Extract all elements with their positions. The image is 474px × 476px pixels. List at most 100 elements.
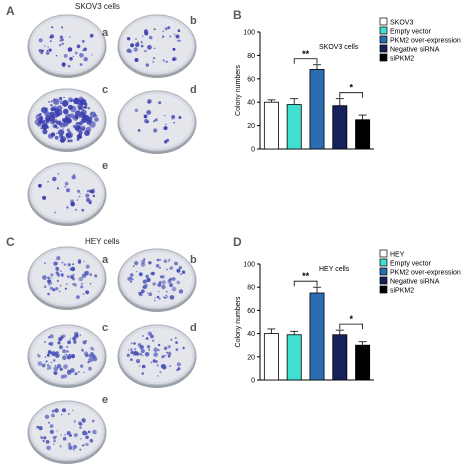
dish-agar bbox=[32, 166, 102, 220]
colony-dot bbox=[53, 439, 56, 443]
colony-dot bbox=[145, 337, 148, 340]
colony-dot bbox=[132, 354, 135, 356]
colony-dot bbox=[47, 292, 50, 296]
colony-dot bbox=[54, 108, 60, 114]
plate-label-hey-a: a bbox=[102, 254, 109, 266]
colony-dot bbox=[49, 429, 54, 434]
colony-dot bbox=[47, 180, 49, 183]
colony-dot bbox=[66, 345, 69, 348]
colony-dot bbox=[157, 290, 160, 293]
legend-swatch bbox=[379, 53, 388, 62]
colony-dot bbox=[48, 48, 52, 52]
colony-dot bbox=[62, 334, 66, 338]
colony-dot bbox=[136, 352, 140, 356]
colony-dot bbox=[83, 371, 85, 374]
colony-dot bbox=[138, 365, 141, 367]
colony-dot bbox=[47, 279, 52, 284]
significance-label: ** bbox=[302, 271, 310, 281]
colony-dot bbox=[152, 57, 156, 60]
colony-dot bbox=[168, 258, 171, 261]
colony-dot bbox=[68, 353, 71, 356]
colony-dot bbox=[176, 280, 180, 285]
colony-dot bbox=[49, 36, 51, 39]
colony-dot bbox=[172, 48, 175, 51]
colony-dot bbox=[134, 58, 139, 62]
colony-dot bbox=[84, 270, 89, 275]
colony-dot bbox=[45, 51, 50, 55]
colony-dot bbox=[42, 195, 47, 200]
hey-plates-title: HEY cells bbox=[85, 237, 120, 246]
colony-dot bbox=[143, 114, 148, 119]
colony-dot bbox=[90, 189, 95, 194]
colony-dot bbox=[127, 349, 130, 351]
colony-dot bbox=[61, 100, 69, 107]
colony-dot bbox=[76, 295, 80, 299]
colony-dot bbox=[160, 364, 165, 368]
colony-dot bbox=[151, 271, 155, 276]
legend-label: siPKM2 bbox=[390, 288, 414, 295]
plate-label-skov3-a: a bbox=[102, 27, 109, 39]
colony-dot bbox=[82, 420, 86, 423]
colony-dot bbox=[168, 260, 170, 262]
colony-dot bbox=[60, 270, 62, 273]
colony-dot bbox=[83, 47, 87, 52]
colony-dot bbox=[157, 343, 161, 347]
colony-dot bbox=[69, 139, 73, 143]
colony-dot bbox=[148, 261, 152, 265]
colony-dot bbox=[48, 115, 55, 122]
colony-dot bbox=[62, 349, 66, 354]
colony-dot bbox=[70, 105, 77, 113]
y-tick-label: 40 bbox=[247, 331, 255, 338]
colony-dot bbox=[44, 45, 46, 47]
colony-dot bbox=[44, 356, 47, 358]
legend-swatch bbox=[379, 44, 388, 53]
colony-dot bbox=[54, 408, 59, 413]
colony-dot bbox=[79, 334, 81, 336]
colony-dot bbox=[169, 295, 175, 300]
y-tick-label: 80 bbox=[247, 53, 255, 60]
colony-dot bbox=[63, 54, 68, 58]
colony-dot bbox=[144, 31, 149, 36]
colony-dot bbox=[70, 354, 76, 359]
legend-swatch bbox=[379, 258, 388, 267]
colony-dot bbox=[154, 118, 158, 122]
legend-label: HEY bbox=[390, 252, 405, 259]
colony-dot bbox=[127, 276, 132, 281]
colony-dot bbox=[163, 346, 168, 350]
colony-dot bbox=[56, 364, 62, 369]
legend-swatch bbox=[379, 26, 388, 35]
colony-dot bbox=[153, 47, 156, 49]
colony-dot bbox=[129, 273, 134, 277]
colony-dot bbox=[153, 299, 156, 302]
colony-dot bbox=[48, 283, 51, 286]
colony-dot bbox=[156, 364, 159, 367]
colony-dot bbox=[144, 49, 147, 53]
colony-dot bbox=[78, 122, 81, 125]
colony-dot bbox=[164, 140, 168, 144]
colony-dot bbox=[69, 338, 72, 340]
colony-dot bbox=[47, 350, 52, 355]
dish-skov3-b bbox=[117, 14, 197, 78]
colony-dot bbox=[156, 295, 160, 299]
colony-dot bbox=[176, 362, 181, 367]
colony-dot bbox=[161, 280, 166, 285]
colony-dot bbox=[143, 284, 148, 289]
colony-dot bbox=[152, 282, 156, 286]
colony-dot bbox=[38, 183, 42, 188]
dish-skov3-a bbox=[27, 14, 107, 78]
colony-dot bbox=[51, 26, 54, 29]
colony-dot bbox=[57, 173, 60, 175]
colony-dot bbox=[66, 137, 69, 140]
colony-dot bbox=[129, 50, 133, 53]
colony-dot bbox=[61, 261, 64, 264]
colony-dot bbox=[171, 115, 176, 119]
colony-dot bbox=[64, 433, 66, 436]
colony-dot bbox=[66, 283, 68, 285]
colony-dot bbox=[169, 283, 173, 288]
colony-dot bbox=[175, 348, 179, 351]
colony-dot bbox=[58, 129, 65, 136]
bar bbox=[309, 69, 325, 150]
colony-dot bbox=[143, 258, 146, 261]
